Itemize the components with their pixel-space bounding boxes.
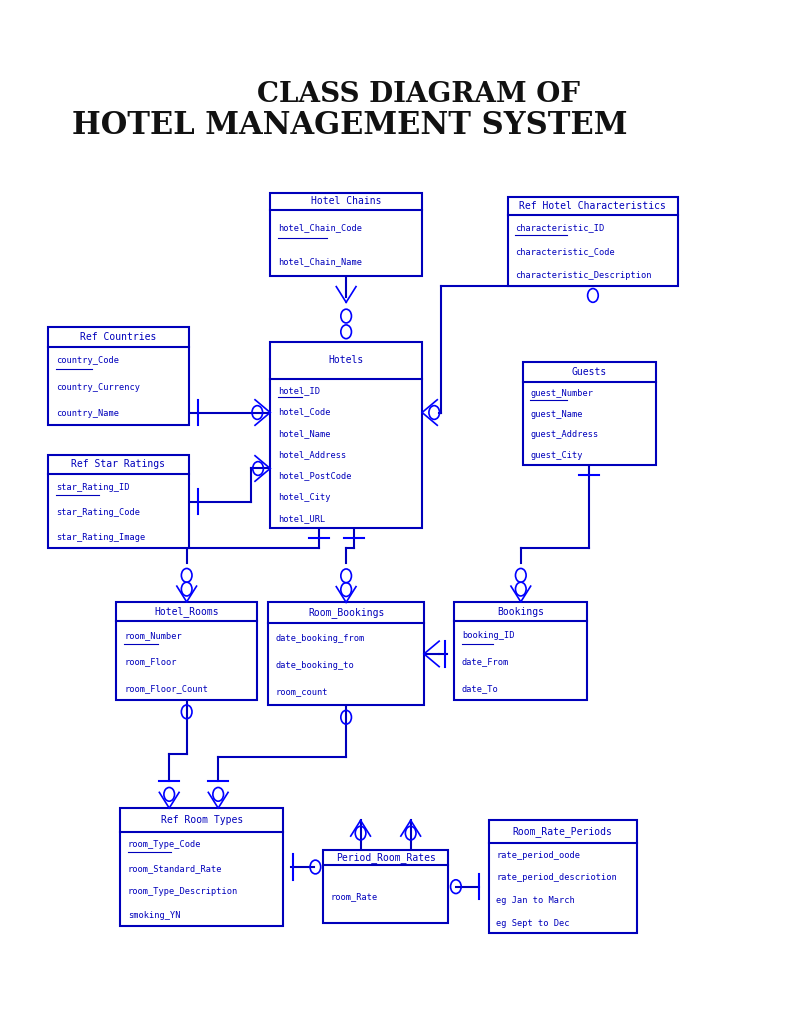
Text: Ref Room Types: Ref Room Types	[161, 815, 243, 825]
Bar	[271, 342, 422, 528]
Text: Hotel Chains: Hotel Chains	[311, 196, 381, 207]
Text: Ref Hotel Characteristics: Ref Hotel Characteristics	[520, 202, 666, 211]
Text: room_Floor_Count: room_Floor_Count	[124, 683, 208, 693]
Bar	[48, 455, 188, 548]
Text: room_Floor: room_Floor	[124, 658, 176, 667]
Text: characteristic_Code: characteristic_Code	[515, 247, 615, 256]
Text: eg Sept to Dec: eg Sept to Dec	[496, 919, 570, 928]
Text: Hotel_Rooms: Hotel_Rooms	[154, 607, 219, 617]
Bar	[489, 820, 637, 933]
Text: rate_period_descriotion: rate_period_descriotion	[496, 874, 617, 883]
Text: star_Rating_ID: star_Rating_ID	[55, 483, 129, 492]
Text: guest_Number: guest_Number	[530, 389, 593, 398]
Text: eg Jan to March: eg Jan to March	[496, 896, 575, 905]
Text: Room_Bookings: Room_Bookings	[308, 608, 384, 618]
Text: guest_Name: guest_Name	[530, 410, 583, 418]
Text: hotel_Address: hotel_Address	[278, 450, 346, 459]
Text: guest_City: guest_City	[530, 451, 583, 460]
Bar	[268, 603, 424, 706]
Text: star_Rating_Code: star_Rating_Code	[55, 507, 140, 517]
Text: room_Number: room_Number	[124, 631, 182, 640]
Text: date_booking_from: date_booking_from	[276, 633, 365, 642]
Text: hotel_URL: hotel_URL	[278, 515, 325, 523]
Text: CLASS DIAGRAM OF: CLASS DIAGRAM OF	[257, 81, 580, 107]
Text: room_Type_Description: room_Type_Description	[128, 887, 238, 896]
Text: Period_Room_Rates: Period_Room_Rates	[335, 852, 436, 862]
Text: booking_ID: booking_ID	[462, 631, 514, 640]
Text: hotel_Chain_Name: hotel_Chain_Name	[278, 257, 361, 266]
Text: HOTEL MANAGEMENT SYSTEM: HOTEL MANAGEMENT SYSTEM	[72, 110, 628, 141]
Text: characteristic_Description: characteristic_Description	[515, 270, 652, 279]
Text: star_Rating_Image: star_Rating_Image	[55, 533, 145, 541]
Bar	[120, 808, 283, 926]
Text: room_Rate: room_Rate	[331, 892, 378, 901]
Text: date_To: date_To	[462, 683, 498, 693]
Text: country_Name: country_Name	[55, 409, 119, 417]
Text: room_Type_Code: room_Type_Code	[128, 840, 202, 849]
Text: Room_Rate_Periods: Room_Rate_Periods	[513, 827, 612, 837]
Bar	[323, 850, 448, 924]
Text: Guests: Guests	[572, 367, 607, 377]
Text: date_booking_to: date_booking_to	[276, 661, 354, 670]
Text: hotel_City: hotel_City	[278, 493, 331, 501]
Text: characteristic_ID: characteristic_ID	[515, 223, 604, 232]
Text: smoking_YN: smoking_YN	[128, 910, 180, 920]
Text: hotel_Name: hotel_Name	[278, 429, 331, 438]
Text: hotel_ID: hotel_ID	[278, 386, 320, 395]
Text: hotel_Chain_Code: hotel_Chain_Code	[278, 223, 361, 232]
Text: hotel_Code: hotel_Code	[278, 407, 331, 416]
Text: date_From: date_From	[462, 658, 509, 667]
Text: guest_Address: guest_Address	[530, 431, 599, 440]
Text: Ref Star Ratings: Ref Star Ratings	[71, 459, 165, 470]
Bar	[116, 602, 257, 700]
Text: rate_period_oode: rate_period_oode	[496, 851, 580, 860]
Bar	[454, 602, 587, 700]
Text: room_Standard_Rate: room_Standard_Rate	[128, 863, 222, 873]
Bar	[523, 362, 656, 464]
Text: Bookings: Bookings	[498, 607, 544, 617]
Bar	[48, 327, 188, 426]
Text: hotel_PostCode: hotel_PostCode	[278, 472, 351, 481]
Text: country_Code: country_Code	[55, 356, 119, 365]
Bar	[508, 197, 679, 285]
Bar	[271, 192, 422, 276]
Text: Ref Countries: Ref Countries	[80, 331, 157, 342]
Text: room_count: room_count	[276, 688, 328, 698]
Text: country_Currency: country_Currency	[55, 383, 140, 392]
Text: Hotels: Hotels	[328, 355, 364, 365]
